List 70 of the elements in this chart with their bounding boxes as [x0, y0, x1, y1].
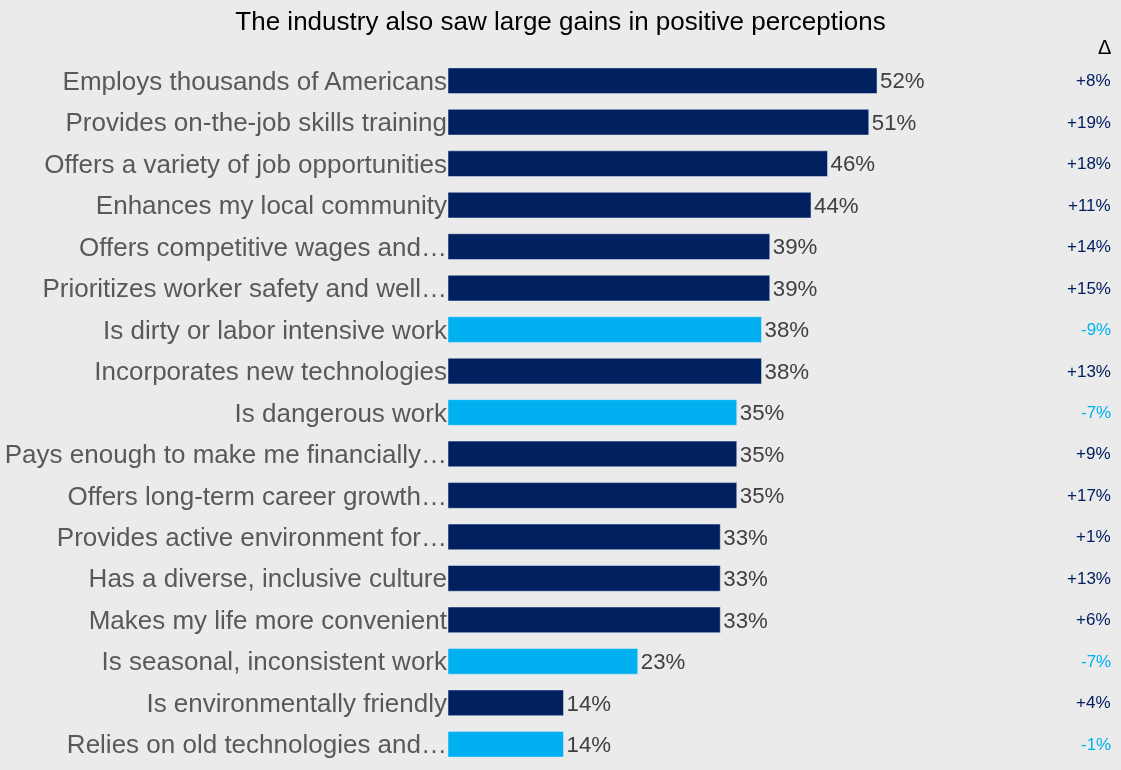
- bar: [448, 523, 721, 551]
- y-tick-label: Prioritizes worker safety and well…: [42, 273, 447, 304]
- text: +13%: [1067, 362, 1111, 381]
- y-tick-label: Employs thousands of Americans: [62, 65, 447, 96]
- bar: [448, 192, 812, 219]
- text: -9%: [1081, 320, 1112, 339]
- data-label: 44%: [814, 192, 859, 218]
- text: +4%: [1076, 693, 1111, 712]
- data-label: 35%: [739, 441, 785, 467]
- bar: [448, 482, 738, 509]
- text: -7%: [1081, 403, 1112, 422]
- y-tick-label: Offers competitive wages and…: [78, 231, 447, 262]
- bar: [448, 399, 738, 426]
- y-tick-label: Offers a variety of job opportunities: [44, 148, 447, 179]
- y-tick-label: Pays enough to make me financially…: [4, 439, 447, 470]
- y-tick-label: Incorporates new technologies: [94, 356, 447, 387]
- text: +18%: [1067, 154, 1111, 173]
- y-tick-label: Makes my life more convenient: [88, 604, 448, 635]
- y-tick-label: Relies on old technologies and…: [66, 729, 447, 760]
- bar: [448, 274, 771, 302]
- bar: [448, 731, 564, 758]
- text: +9%: [1076, 444, 1111, 463]
- text: +19%: [1067, 113, 1111, 132]
- data-label: 14%: [566, 690, 612, 716]
- text: +8%: [1076, 71, 1111, 90]
- bar: [448, 565, 721, 592]
- y-tick-label: Is dirty or labor intensive work: [103, 314, 448, 345]
- chart-title: The industry also saw large gains in positive perceptions: [235, 5, 886, 36]
- y-tick-label: Provides active environment for…: [56, 522, 447, 553]
- text: +13%: [1067, 569, 1111, 588]
- bar: [448, 648, 639, 675]
- data-label: 51%: [871, 109, 917, 135]
- y-tick-label: Is dangerous work: [234, 397, 448, 428]
- data-label: 39%: [772, 234, 818, 260]
- y-tick-label: Provides on-the-job skills training: [65, 107, 447, 138]
- text: -1%: [1081, 735, 1112, 754]
- y-tick-label: Has a diverse, inclusive culture: [88, 563, 447, 594]
- bar: [448, 233, 771, 260]
- data-label: 39%: [772, 275, 818, 301]
- bar: [448, 689, 564, 716]
- y-tick-label: Is environmentally friendly: [146, 687, 447, 718]
- y-tick-label: Enhances my local community: [95, 190, 447, 221]
- bar: [448, 357, 762, 385]
- bar: [448, 109, 870, 136]
- y-tick-label: Offers long-term career growth…: [67, 480, 447, 511]
- bar: [448, 440, 738, 468]
- data-label: 38%: [764, 358, 810, 384]
- bar: [448, 316, 762, 343]
- data-label: 23%: [640, 649, 686, 675]
- text: +1%: [1076, 527, 1111, 546]
- data-label: 35%: [739, 483, 785, 509]
- data-label: 46%: [830, 151, 876, 177]
- data-label: 35%: [739, 400, 785, 426]
- data-label: 38%: [764, 317, 810, 343]
- text: +6%: [1076, 610, 1111, 629]
- bar: [448, 606, 721, 633]
- data-label: 33%: [723, 607, 768, 633]
- text: -7%: [1081, 652, 1112, 671]
- data-label: 52%: [880, 68, 925, 94]
- bar: [448, 67, 878, 94]
- text: +17%: [1067, 486, 1111, 505]
- bar: [448, 150, 828, 177]
- data-label: 33%: [723, 566, 768, 592]
- text: +14%: [1067, 237, 1111, 256]
- data-label: 14%: [566, 731, 612, 757]
- y-tick-label: Is seasonal, inconsistent work: [101, 646, 448, 677]
- text: Δ: [1098, 36, 1112, 58]
- text: +15%: [1067, 279, 1111, 298]
- data-label: 33%: [723, 524, 768, 550]
- text: +11%: [1068, 196, 1111, 215]
